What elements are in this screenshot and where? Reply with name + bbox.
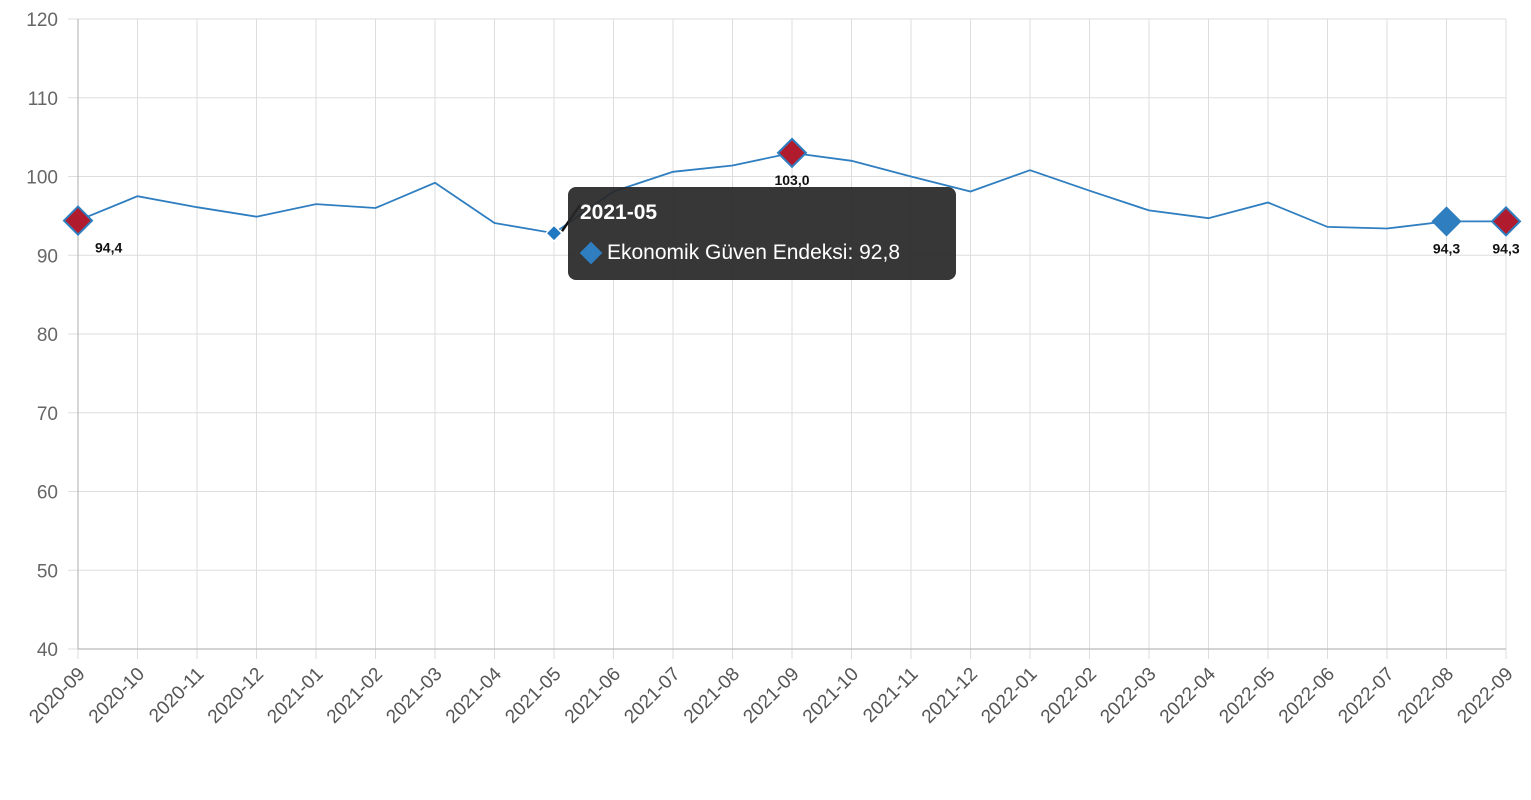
data-label: 94,4 (95, 240, 122, 256)
y-tick-label: 40 (37, 640, 58, 661)
x-tick-label: 2021-11 (859, 664, 922, 727)
x-tick-label: 2022-04 (1156, 663, 1220, 727)
y-tick-label: 90 (37, 246, 58, 267)
data-label: 94,3 (1433, 240, 1460, 256)
x-tick-label: 2021-02 (323, 664, 387, 728)
data-label: 94,3 (1492, 240, 1519, 256)
data-point-highlight (62, 205, 94, 237)
x-tick-label: 2022-02 (1037, 664, 1101, 728)
x-tick-label: 2021-03 (382, 664, 446, 728)
x-tick-label: 2020-09 (25, 664, 89, 728)
grid-layer (68, 18, 1507, 659)
tooltip-body: Ekonomik Güven Endeksi: 92,8 (579, 241, 900, 265)
y-tick-label: 60 (37, 483, 58, 504)
data-point-hovered (544, 224, 564, 243)
x-tick-label: 2021-05 (501, 664, 565, 728)
x-tick-label: 2021-07 (620, 664, 684, 728)
y-tick-label: 110 (28, 89, 58, 110)
y-tick-label: 100 (26, 168, 58, 189)
x-tick-label: 2020-12 (204, 664, 268, 728)
axis-layer: 4050607080901001101202020-092020-102020-… (25, 10, 1517, 728)
data-point-highlight (776, 137, 808, 169)
x-tick-label: 2021-06 (561, 664, 625, 728)
x-tick-label: 2022-03 (1096, 664, 1160, 728)
x-tick-label: 2021-09 (739, 664, 803, 728)
x-tick-label: 2020-10 (85, 664, 149, 728)
data-label: 103,0 (774, 172, 809, 188)
x-tick-label: 2022-07 (1334, 664, 1398, 728)
x-tick-label: 2021-04 (442, 663, 506, 727)
y-tick-label: 50 (37, 561, 58, 582)
y-tick-label: 80 (37, 325, 58, 346)
x-tick-label: 2021-10 (799, 664, 863, 728)
x-tick-label: 2022-06 (1275, 664, 1339, 728)
tooltip-title: 2021-05 (580, 201, 658, 224)
y-tick-label: 120 (26, 10, 58, 31)
x-tick-label: 2020-11 (145, 664, 208, 727)
label-layer: 94,4 103,0 94,3 94,3 (95, 172, 1520, 257)
y-tick-label: 70 (37, 404, 58, 425)
x-tick-label: 2022-09 (1453, 664, 1517, 728)
diamond-marker-icon (579, 241, 603, 265)
x-tick-label: 2021-08 (680, 664, 744, 728)
tooltip-value: Ekonomik Güven Endeksi: 92,8 (607, 241, 900, 264)
x-tick-label: 2021-12 (918, 664, 982, 728)
x-tick-label: 2022-08 (1394, 664, 1458, 728)
data-point-highlight (1490, 205, 1522, 237)
x-tick-label: 2021-01 (263, 664, 327, 728)
tooltip: 2021-05 Ekonomik Güven Endeksi: 92,8 (568, 187, 956, 280)
data-point-marker (1431, 206, 1462, 237)
x-tick-label: 2022-05 (1215, 664, 1279, 728)
x-tick-label: 2022-01 (977, 664, 1041, 728)
